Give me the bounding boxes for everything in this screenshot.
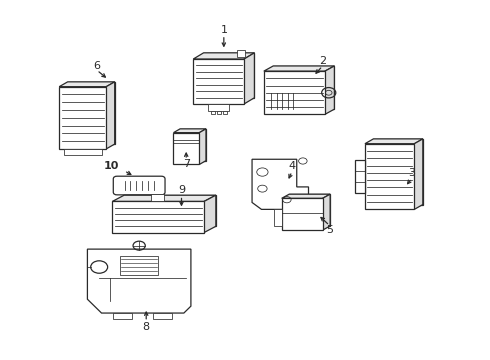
Polygon shape xyxy=(106,82,115,149)
Text: 10: 10 xyxy=(103,161,119,171)
Polygon shape xyxy=(282,194,330,198)
Polygon shape xyxy=(282,198,322,230)
Polygon shape xyxy=(264,66,334,71)
Text: 7: 7 xyxy=(183,159,190,170)
Bar xyxy=(217,111,220,114)
Text: 2: 2 xyxy=(319,56,326,66)
Polygon shape xyxy=(180,129,206,161)
Polygon shape xyxy=(365,144,415,210)
Polygon shape xyxy=(204,195,216,233)
Polygon shape xyxy=(87,249,191,313)
Text: 6: 6 xyxy=(93,61,100,71)
Polygon shape xyxy=(373,139,423,204)
Polygon shape xyxy=(365,139,423,144)
Bar xyxy=(355,160,365,193)
Text: 3: 3 xyxy=(409,168,416,178)
Bar xyxy=(237,50,245,57)
Bar xyxy=(151,194,164,202)
Text: 5: 5 xyxy=(326,225,333,235)
Polygon shape xyxy=(264,71,325,114)
Bar xyxy=(274,209,282,226)
Polygon shape xyxy=(112,195,216,202)
Polygon shape xyxy=(252,159,309,210)
Polygon shape xyxy=(322,194,330,230)
Text: 8: 8 xyxy=(143,322,150,332)
Polygon shape xyxy=(193,59,244,104)
Polygon shape xyxy=(59,87,106,149)
Bar xyxy=(223,111,227,114)
Polygon shape xyxy=(199,129,206,165)
FancyBboxPatch shape xyxy=(113,176,165,195)
Polygon shape xyxy=(173,129,206,132)
Polygon shape xyxy=(193,53,254,59)
Text: 1: 1 xyxy=(220,25,227,35)
Bar xyxy=(113,313,132,319)
Bar xyxy=(121,256,158,275)
Bar xyxy=(209,104,229,111)
Polygon shape xyxy=(68,82,115,144)
Bar xyxy=(64,149,101,155)
Polygon shape xyxy=(173,132,199,165)
Polygon shape xyxy=(415,139,423,210)
Polygon shape xyxy=(59,82,115,87)
Polygon shape xyxy=(204,53,254,98)
Polygon shape xyxy=(124,195,216,226)
Bar xyxy=(211,111,215,114)
Text: 4: 4 xyxy=(289,161,295,171)
Polygon shape xyxy=(112,202,204,233)
Polygon shape xyxy=(244,53,254,104)
Polygon shape xyxy=(325,66,334,114)
Polygon shape xyxy=(273,66,334,109)
Bar xyxy=(153,313,172,319)
Polygon shape xyxy=(289,194,330,226)
Text: 9: 9 xyxy=(178,185,185,195)
